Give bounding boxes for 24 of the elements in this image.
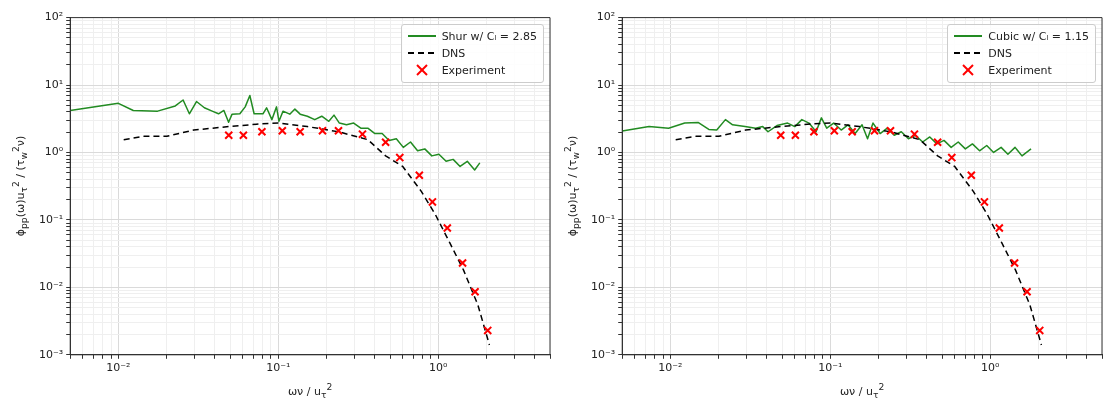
y-tick-label: 10⁻¹ [38,212,64,226]
x-tick-label: 10⁰ [429,361,448,375]
y-tick-label: 10⁻³ [590,347,616,361]
y-tick-label: 10⁻² [590,280,616,294]
legend-label: DNS [441,45,466,62]
legend-label: Cubic w/ Cₗ = 1.15 [988,28,1089,45]
legend-label: DNS [988,45,1013,62]
legend-label: Experiment [988,62,1052,79]
y-tick-label: 10² [44,10,64,24]
x-tick-label: 10⁻² [106,361,131,375]
legend-label: Experiment [441,62,506,79]
y-tick-label: 10⁻² [38,280,64,294]
x-tick-label: 10⁻² [658,361,683,375]
y-tick-label: 10¹ [596,77,616,91]
x-tick-label: 10⁻¹ [818,361,843,375]
x-tick-label: 10⁰ [981,361,1000,375]
y-tick-label: 10⁻³ [38,347,64,361]
y-tick-label: 10¹ [44,77,64,91]
y-tick-label: 10⁰ [596,145,616,159]
y-tick-label: 10² [596,10,616,24]
y-tick-label: 10⁰ [44,145,64,159]
legend-label: Shur w/ Cₗ = 2.85 [441,28,537,45]
y-tick-label: 10⁻¹ [590,212,616,226]
x-tick-label: 10⁻¹ [266,361,291,375]
